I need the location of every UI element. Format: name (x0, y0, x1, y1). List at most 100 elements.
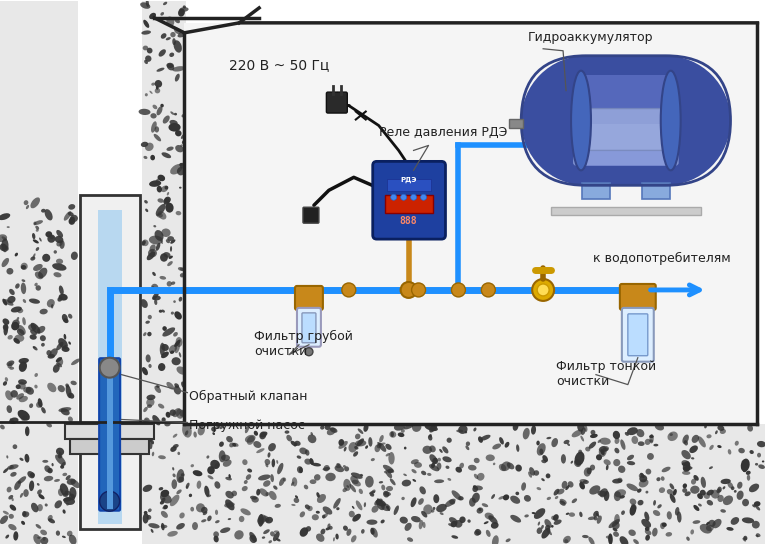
Ellipse shape (482, 503, 488, 507)
Ellipse shape (473, 485, 476, 488)
Ellipse shape (177, 469, 184, 483)
Ellipse shape (660, 523, 665, 529)
Ellipse shape (18, 379, 27, 385)
Ellipse shape (18, 476, 26, 484)
Ellipse shape (419, 520, 423, 529)
Ellipse shape (376, 444, 381, 449)
Ellipse shape (546, 437, 551, 439)
Ellipse shape (62, 510, 66, 514)
Ellipse shape (57, 357, 63, 366)
Ellipse shape (194, 432, 197, 438)
Ellipse shape (478, 437, 483, 443)
Ellipse shape (621, 439, 625, 450)
Ellipse shape (402, 480, 411, 487)
FancyBboxPatch shape (326, 92, 347, 113)
Ellipse shape (756, 533, 760, 537)
Ellipse shape (306, 526, 311, 531)
Ellipse shape (645, 529, 651, 535)
Ellipse shape (170, 120, 177, 125)
Ellipse shape (646, 469, 651, 475)
Ellipse shape (380, 443, 386, 445)
Ellipse shape (240, 508, 251, 516)
Ellipse shape (68, 416, 73, 422)
Ellipse shape (11, 306, 22, 312)
Ellipse shape (525, 514, 529, 517)
Ellipse shape (305, 450, 310, 456)
Ellipse shape (63, 318, 68, 323)
Ellipse shape (752, 504, 756, 507)
Ellipse shape (584, 468, 591, 476)
Ellipse shape (3, 511, 9, 514)
Ellipse shape (431, 463, 435, 468)
Ellipse shape (354, 446, 359, 450)
Ellipse shape (336, 507, 339, 510)
Ellipse shape (381, 519, 385, 523)
FancyBboxPatch shape (295, 286, 323, 310)
Ellipse shape (588, 537, 594, 545)
Bar (65, 425, 154, 439)
Ellipse shape (22, 317, 26, 325)
Ellipse shape (691, 457, 694, 459)
Ellipse shape (219, 450, 226, 462)
Ellipse shape (68, 217, 75, 225)
Ellipse shape (465, 445, 469, 450)
Ellipse shape (421, 471, 426, 475)
Ellipse shape (553, 514, 559, 521)
Ellipse shape (215, 510, 218, 515)
Ellipse shape (690, 445, 698, 453)
Ellipse shape (161, 152, 171, 158)
Ellipse shape (326, 527, 330, 530)
Ellipse shape (608, 534, 613, 544)
Ellipse shape (155, 179, 159, 184)
Circle shape (482, 283, 495, 297)
Ellipse shape (531, 512, 535, 514)
Ellipse shape (160, 343, 165, 356)
Ellipse shape (47, 383, 56, 392)
Ellipse shape (654, 423, 664, 431)
Ellipse shape (560, 499, 567, 504)
Ellipse shape (327, 523, 330, 528)
Ellipse shape (177, 31, 189, 38)
Ellipse shape (37, 536, 41, 539)
Ellipse shape (659, 487, 665, 493)
Ellipse shape (541, 478, 545, 481)
Ellipse shape (152, 292, 159, 300)
Ellipse shape (468, 519, 471, 523)
Ellipse shape (69, 434, 72, 439)
Ellipse shape (178, 476, 184, 482)
Ellipse shape (537, 487, 541, 490)
Ellipse shape (67, 479, 76, 485)
Ellipse shape (214, 463, 220, 469)
Ellipse shape (428, 435, 432, 440)
Ellipse shape (144, 200, 147, 204)
Ellipse shape (11, 390, 18, 398)
Ellipse shape (291, 482, 294, 486)
Ellipse shape (33, 347, 35, 348)
Ellipse shape (720, 509, 726, 513)
Ellipse shape (310, 432, 313, 435)
Ellipse shape (451, 521, 457, 528)
Ellipse shape (147, 315, 152, 319)
Ellipse shape (356, 438, 364, 446)
Ellipse shape (48, 234, 55, 243)
Circle shape (401, 282, 416, 298)
Ellipse shape (351, 473, 362, 479)
Ellipse shape (65, 475, 71, 480)
Ellipse shape (299, 467, 303, 473)
Ellipse shape (276, 538, 280, 542)
Ellipse shape (54, 250, 57, 253)
Ellipse shape (0, 244, 7, 251)
Ellipse shape (31, 502, 38, 512)
Ellipse shape (662, 467, 670, 473)
Ellipse shape (214, 536, 219, 542)
Text: Обратный клапан: Обратный клапан (190, 390, 308, 403)
Ellipse shape (277, 463, 283, 474)
Ellipse shape (571, 429, 583, 437)
Ellipse shape (225, 499, 234, 510)
Ellipse shape (465, 441, 470, 446)
Ellipse shape (386, 453, 390, 456)
Ellipse shape (554, 489, 559, 495)
Circle shape (305, 348, 313, 356)
Ellipse shape (164, 252, 170, 258)
Ellipse shape (568, 481, 574, 488)
